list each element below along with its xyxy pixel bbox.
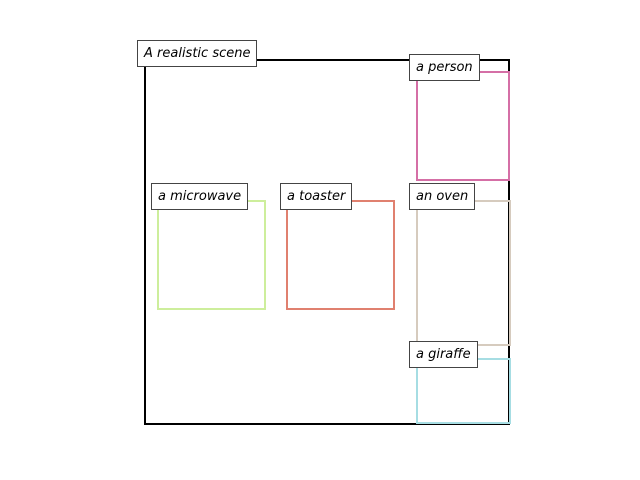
microwave-label: a microwave [151, 183, 249, 210]
giraffe-label: a giraffe [409, 341, 478, 368]
toaster-box [286, 200, 395, 310]
oven-label: an oven [409, 183, 476, 210]
person-label: a person [409, 54, 480, 81]
scene-caption: A realistic scene [137, 40, 258, 67]
person-box [416, 71, 510, 181]
toaster-label: a toaster [280, 183, 353, 210]
microwave-box [157, 200, 266, 310]
oven-box [416, 200, 511, 346]
